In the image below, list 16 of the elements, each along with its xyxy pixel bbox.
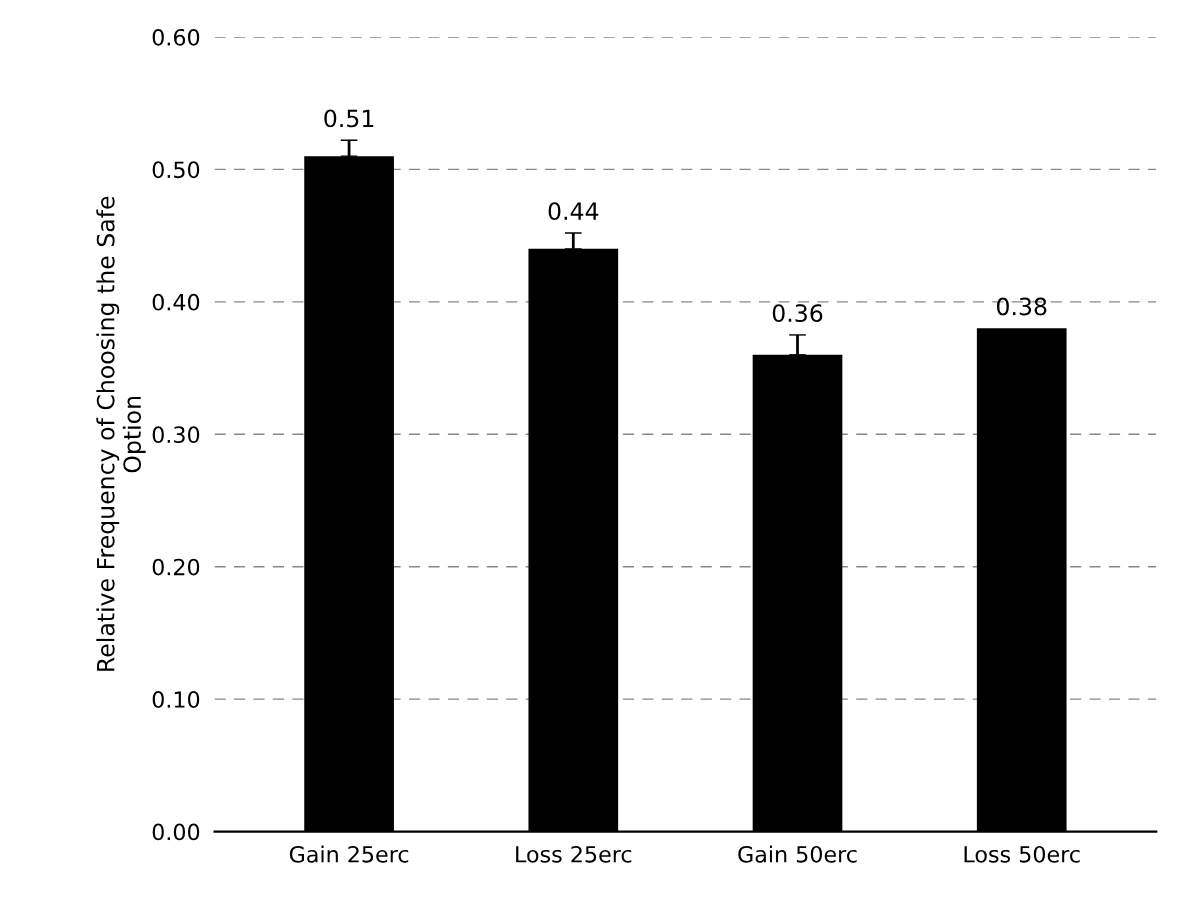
x-tick-label: Gain 25erc xyxy=(289,845,409,863)
data-label: 0.44 xyxy=(548,202,599,221)
x-tick-label: Gain 50erc xyxy=(738,845,857,863)
x-tick-label: Loss 25erc xyxy=(516,845,632,863)
y-tick-label: 0.40 xyxy=(152,293,200,311)
y-axis-title: Relative Frequency of Choosing the Safe Option xyxy=(96,196,146,671)
x-tick-label: Loss 50erc xyxy=(964,845,1080,863)
data-label: 0.51 xyxy=(324,109,374,128)
y-tick-label: 0.10 xyxy=(152,691,200,708)
data-label: 0.38 xyxy=(996,297,1047,316)
y-tick-label: 0.60 xyxy=(152,28,200,46)
y-tick-label: 0.30 xyxy=(152,426,200,444)
y-tick-label: 0.50 xyxy=(152,161,200,179)
data-label: 0.36 xyxy=(772,304,823,323)
y-tick-label: 0.00 xyxy=(152,823,200,841)
y-tick-label: 0.20 xyxy=(152,558,200,576)
